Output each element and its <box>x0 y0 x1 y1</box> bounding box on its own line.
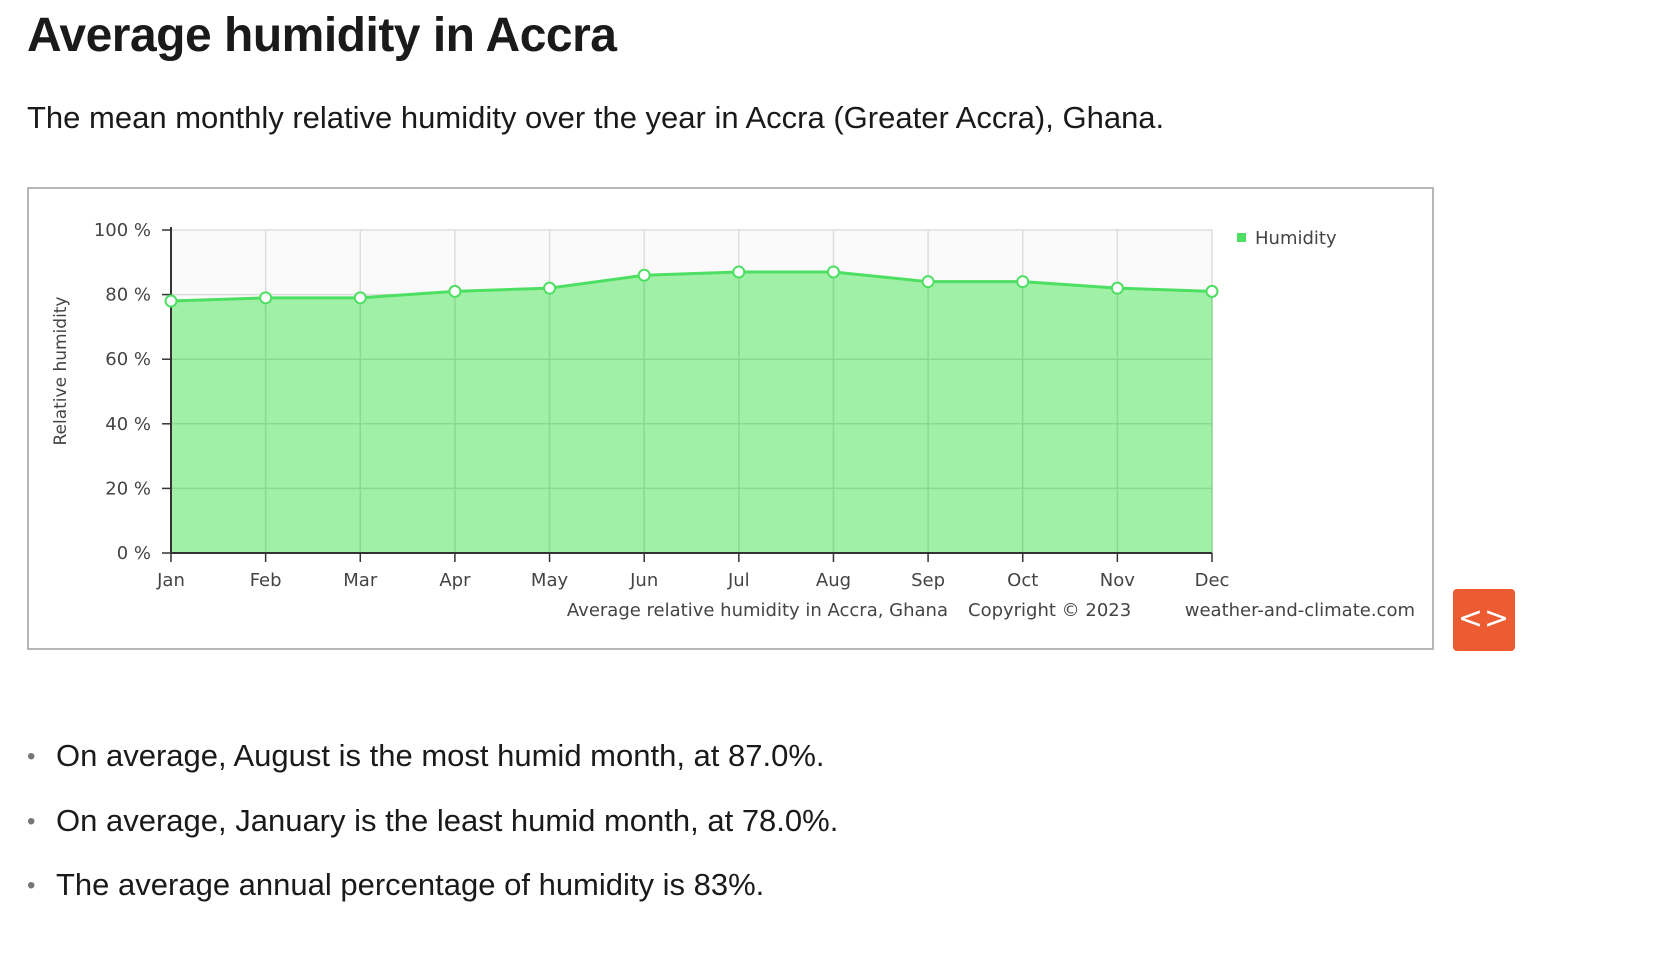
y-tick-label: 20 % <box>105 478 151 499</box>
data-point-feb <box>259 291 273 305</box>
data-point-aug <box>826 265 840 279</box>
fact-item: • The average annual percentage of humid… <box>27 867 838 932</box>
x-tick-label: Dec <box>1195 570 1230 591</box>
fact-item: • On average, January is the least humid… <box>27 803 838 868</box>
chart-labels: Relative humidity Humidity Average relat… <box>51 228 1415 621</box>
chart-area-layer <box>170 270 1213 553</box>
humidity-chart: 0 % 20 % 40 % 60 % 80 % 100 % Jan Feb Mar Apr May J… <box>27 187 1434 650</box>
x-tick-label: Jan <box>156 570 185 591</box>
data-point-apr <box>448 284 462 298</box>
data-point-nov <box>1110 281 1124 295</box>
bullet-icon: • <box>27 872 36 899</box>
page-subtitle: The mean monthly relative humidity over … <box>27 100 1165 135</box>
fact-text: On average, January is the least humid m… <box>56 802 839 838</box>
y-tick-label: 100 % <box>94 220 151 241</box>
humidity-chart-svg: 0 % 20 % 40 % 60 % 80 % 100 % Jan Feb Mar Apr May J… <box>51 220 1415 621</box>
data-point-jul <box>732 265 746 279</box>
chart-caption: Average relative humidity in Accra, Ghan… <box>567 600 948 621</box>
humidity-facts-list: • On average, August is the most humid m… <box>27 738 838 932</box>
x-tick-label: Feb <box>250 570 282 591</box>
x-tick-label: Nov <box>1100 570 1135 591</box>
data-point-mar <box>353 291 367 305</box>
x-tick-label: Jun <box>629 570 658 591</box>
bullet-icon: • <box>27 743 36 770</box>
legend-swatch <box>1237 233 1246 242</box>
data-point-jan <box>164 294 178 308</box>
page-title: Average humidity in Accra <box>27 9 617 62</box>
fact-item: • On average, August is the most humid m… <box>27 738 838 803</box>
y-axis-label: Relative humidity <box>51 296 71 445</box>
bullet-icon: • <box>27 807 36 835</box>
x-tick-label: Aug <box>816 570 851 591</box>
chart-axes: 0 % 20 % 40 % 60 % 80 % 100 % Jan Feb Mar Apr May J… <box>94 220 1230 591</box>
humidity-line <box>170 270 1213 303</box>
legend-label-humidity: Humidity <box>1255 228 1337 249</box>
x-tick-label: Jul <box>727 570 750 591</box>
x-tick-label: Apr <box>439 570 471 591</box>
y-tick-label: 60 % <box>105 349 151 370</box>
chart-copyright: Copyright © 2023 <box>968 600 1131 621</box>
x-tick-label: Sep <box>911 570 945 591</box>
x-tick-label: Mar <box>343 570 378 591</box>
fact-text: The average annual percentage of humidit… <box>56 867 765 902</box>
chart-points <box>164 265 1219 308</box>
data-point-jun <box>637 268 651 282</box>
embed-code-button[interactable]: <> <box>1453 589 1515 651</box>
y-tick-label: 40 % <box>105 414 151 435</box>
data-point-may <box>543 281 557 295</box>
humidity-area <box>171 271 1212 553</box>
data-point-oct <box>1016 275 1030 289</box>
data-point-dec <box>1205 284 1219 298</box>
chart-source-site: weather-and-climate.com <box>1185 600 1415 621</box>
data-point-sep <box>921 275 935 289</box>
y-tick-label: 0 % <box>117 543 151 564</box>
fact-text: On average, August is the most humid mon… <box>56 738 825 773</box>
x-tick-label: Oct <box>1007 570 1038 591</box>
x-tick-label: May <box>531 570 569 591</box>
y-tick-label: 80 % <box>105 285 151 306</box>
